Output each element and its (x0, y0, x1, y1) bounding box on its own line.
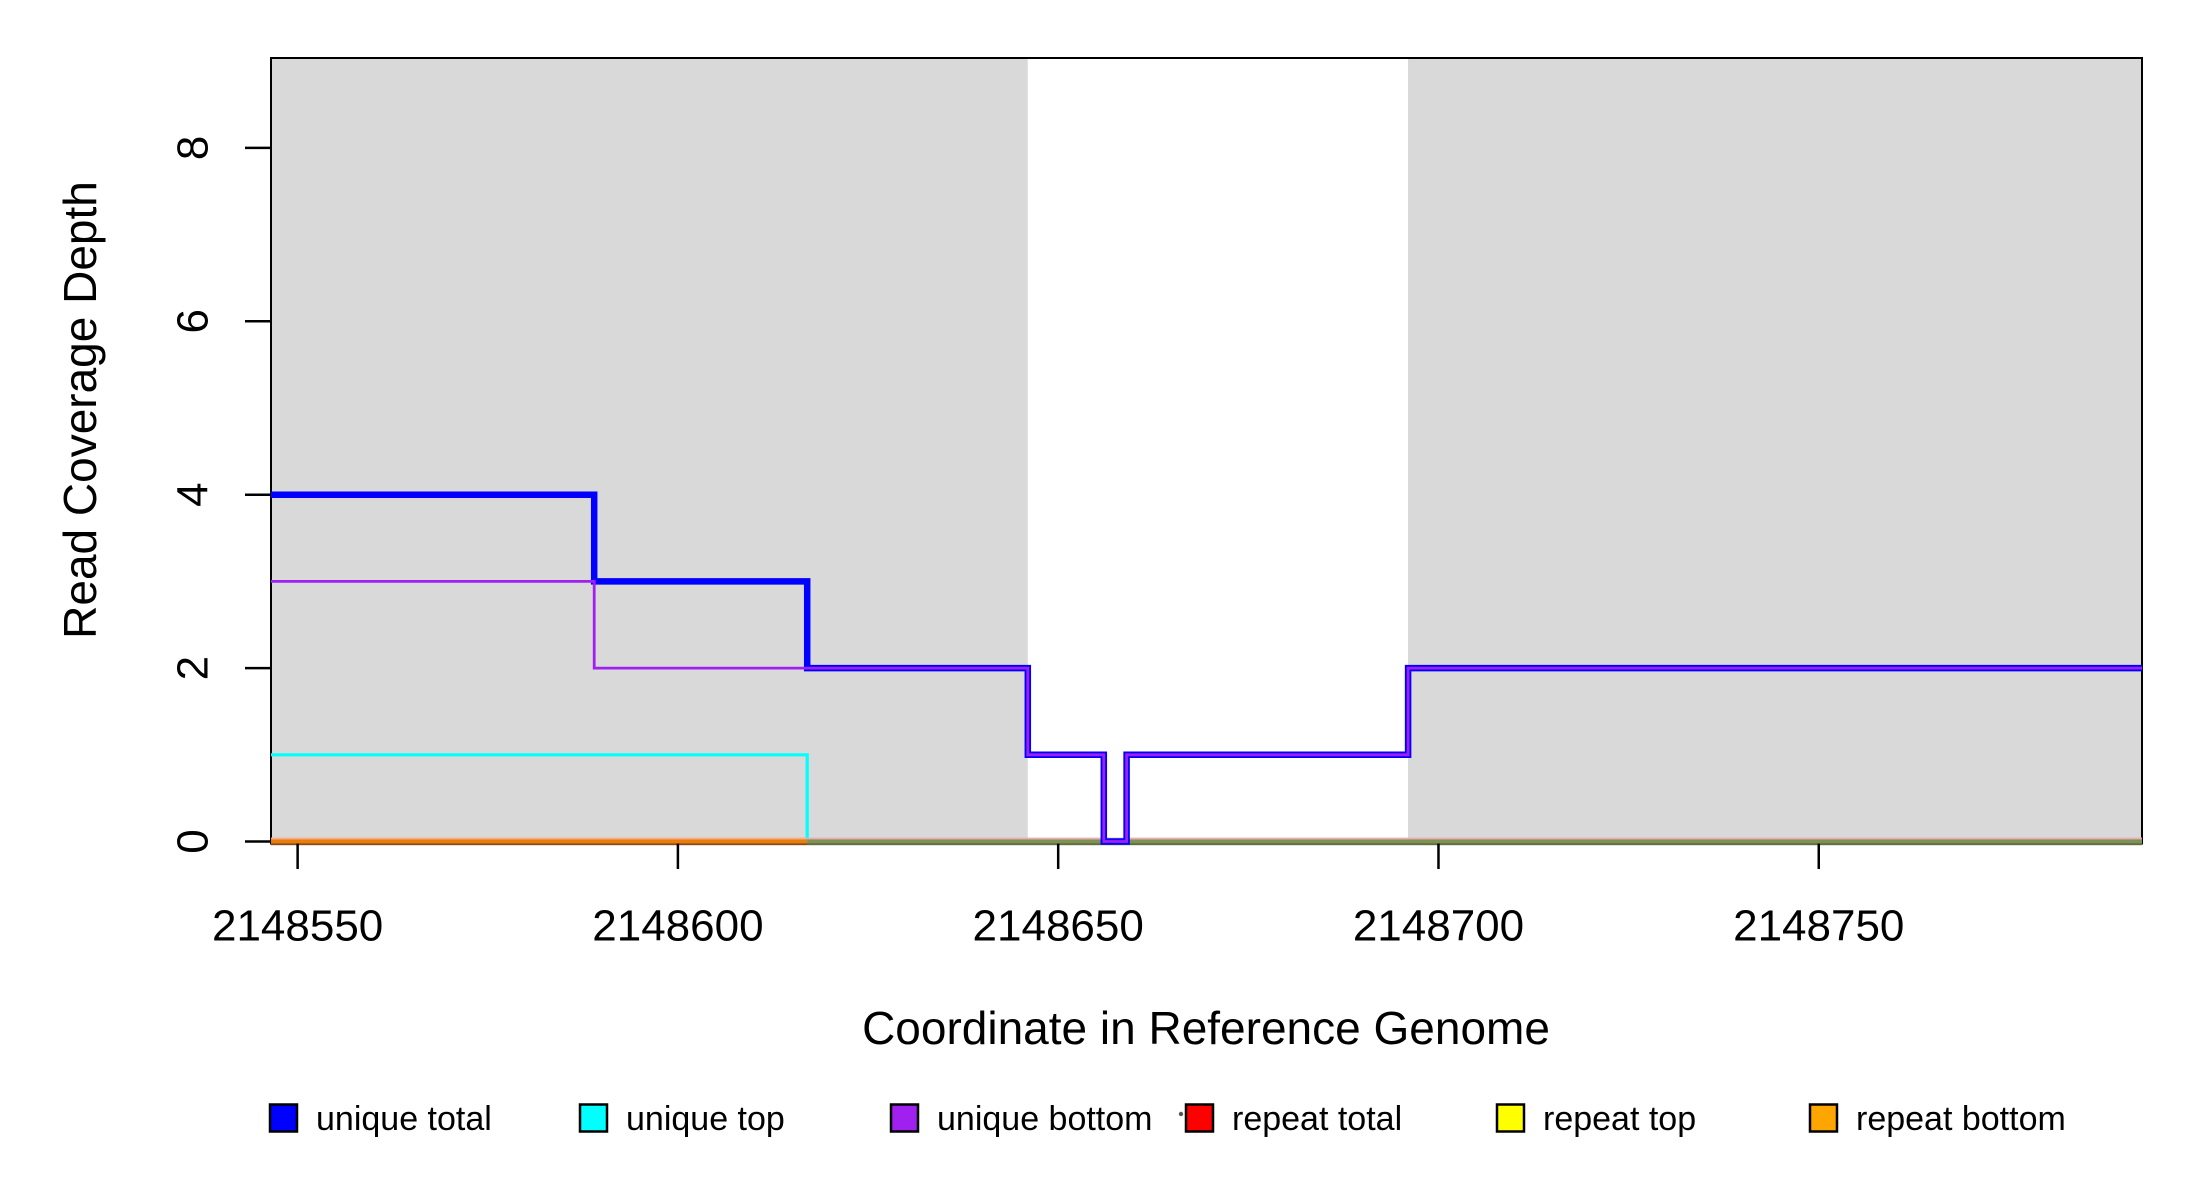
y-axis-title: Read Coverage Depth (54, 181, 106, 639)
speck-artifact (1178, 1111, 1184, 1117)
legend-swatch (889, 1103, 920, 1133)
y-tick-label: 6 (169, 309, 218, 333)
x-tick-label: 2148550 (212, 902, 383, 951)
baseline-right-band (807, 843, 2143, 846)
legend-item-repeat-bottom: repeat bottom (1808, 1100, 2066, 1138)
legend-swatch (1808, 1103, 1839, 1133)
axis-ticks: 2148550 2148600 2148650 2148700 2148750 0 2 4 6 8 (169, 136, 1905, 951)
axis-labels: Coordinate in Reference Genome Read Cove… (54, 181, 1550, 1054)
legend-label: unique bottom (937, 1100, 1153, 1138)
legend-item-unique-top: unique top (578, 1100, 785, 1138)
legend-swatch (1495, 1103, 1526, 1133)
baseline-left-band (271, 839, 808, 844)
baseline-right-band (807, 839, 2143, 844)
baseline-left-band (271, 837, 808, 840)
legend-item-unique-total: unique total (268, 1100, 492, 1138)
legend-label: repeat top (1543, 1100, 1696, 1138)
x-tick-label: 2148750 (1733, 902, 1904, 951)
x-tick-label: 2148600 (592, 902, 763, 951)
legend: unique total unique top unique bottom repea… (268, 1100, 2066, 1138)
y-tick-label: 2 (169, 656, 218, 680)
series-line-unique-bottom (271, 580, 2142, 843)
baseline-right-band (807, 837, 2143, 840)
shaded-region (1408, 58, 2142, 844)
legend-label: repeat total (1232, 1100, 1402, 1138)
y-tick-label: 0 (169, 829, 218, 853)
coverage-series-lines (271, 491, 2143, 846)
legend-item-repeat-top: repeat top (1495, 1100, 1696, 1138)
shaded-repeat-regions (271, 58, 2142, 844)
legend-label: unique top (626, 1100, 785, 1138)
legend-swatch (1184, 1103, 1215, 1133)
y-tick-label: 8 (169, 136, 218, 160)
shaded-region (271, 58, 1028, 844)
legend-item-repeat-total: repeat total (1184, 1100, 1402, 1138)
y-tick-label: 4 (169, 482, 218, 506)
legend-label: unique total (316, 1100, 492, 1138)
x-tick-label: 2148700 (1353, 902, 1524, 951)
baseline-left-band (271, 843, 808, 846)
x-axis-title: Coordinate in Reference Genome (862, 1002, 1550, 1054)
x-tick-label: 2148650 (973, 902, 1144, 951)
legend-swatch (578, 1103, 609, 1133)
legend-label: repeat bottom (1856, 1100, 2066, 1138)
legend-swatch (268, 1103, 299, 1133)
legend-item-unique-bottom: unique bottom (889, 1100, 1153, 1138)
